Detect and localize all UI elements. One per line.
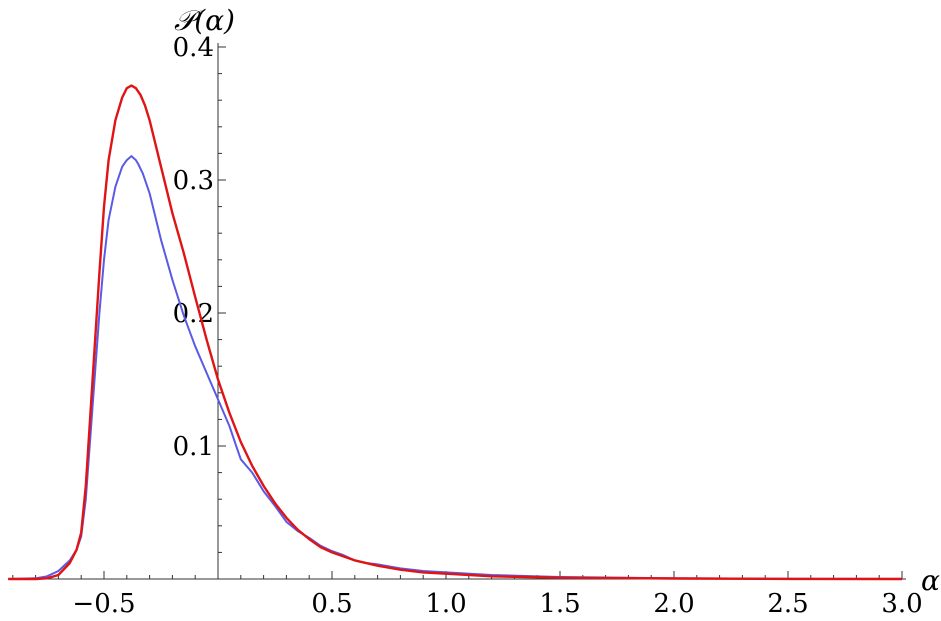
x-tick-label: −0.5 — [72, 589, 135, 619]
series-line-2 — [8, 84, 903, 581]
y-axis-label: 𝒫(α) — [174, 4, 235, 37]
y-tick-label: 0.3 — [173, 166, 214, 196]
series-line-1 — [8, 155, 903, 580]
x-tick-label: 1.0 — [425, 589, 466, 619]
y-axis: 0.1 0.2 0.3 0.4 — [173, 33, 226, 579]
x-tick-label: 2.0 — [653, 589, 694, 619]
x-tick-label: 3.0 — [881, 589, 922, 619]
y-tick-label: 0.1 — [173, 432, 214, 462]
x-axis-label: α — [921, 564, 940, 597]
x-tick-label: 2.5 — [767, 589, 808, 619]
x-tick-label: 1.5 — [539, 589, 580, 619]
series-layer — [8, 84, 903, 581]
x-tick-label: 0.5 — [311, 589, 352, 619]
y-tick-label: 0.2 — [173, 299, 214, 329]
y-tick-label: 0.4 — [173, 33, 214, 63]
